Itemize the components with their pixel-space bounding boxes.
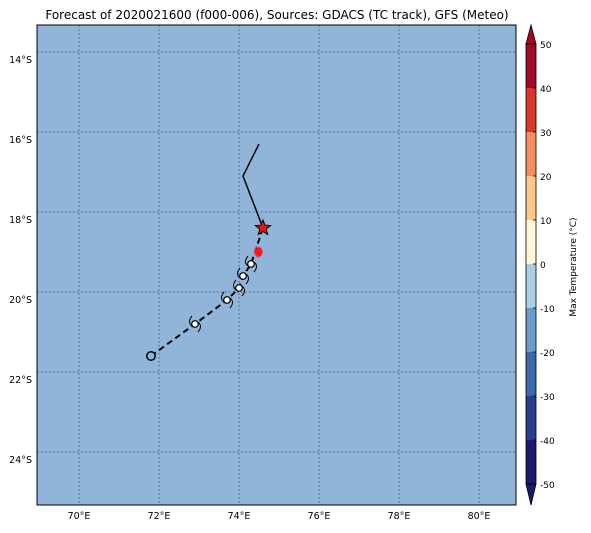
colorbar-tick-label: -20 (540, 349, 555, 359)
storm-spiral-arm (197, 321, 201, 333)
current-position-star (254, 218, 272, 236)
lon-tick-label: 78°E (388, 511, 411, 522)
graticule (37, 25, 516, 505)
colorbar-band (526, 132, 536, 176)
colorbar-tick-label: -10 (540, 305, 555, 315)
colorbar-min-extend-arrow (525, 483, 537, 506)
colorbar-label: Max Temperature (°C) (569, 217, 579, 316)
colorbar-band (526, 440, 536, 484)
colorbar-band (526, 220, 536, 264)
storm-marker (235, 284, 243, 292)
storm-spiral-arm (237, 267, 241, 279)
colorbar-band (526, 308, 536, 352)
storm-marker (239, 272, 247, 280)
colorbar-tick-label: 20 (540, 173, 552, 183)
storm-marker (247, 260, 255, 268)
colorbar-tick-label: -50 (540, 481, 555, 491)
storm-spiral-arm (241, 285, 245, 297)
map-panel (36, 24, 517, 506)
colorbar-tick-label: 0 (540, 261, 546, 271)
lat-tick-label: 14°S (9, 55, 32, 66)
colorbar-band (526, 396, 536, 440)
colorbar-band (526, 176, 536, 220)
storm-spiral-arm (245, 273, 249, 285)
colorbar-tick-label: -30 (540, 393, 555, 403)
ocean-area (37, 25, 516, 505)
colorbar-tick-label: 10 (540, 217, 552, 227)
forecast-track-line (242, 143, 264, 229)
colorbar-tick-label: 30 (540, 129, 552, 139)
lon-tick-label: 74°E (228, 511, 251, 522)
lon-tick-label: 80°E (468, 511, 491, 522)
colorbar-tick-label: 40 (540, 85, 552, 95)
colorbar-ticks (533, 43, 536, 485)
figure-title: Forecast of 2020021600 (f000-006), Sourc… (45, 8, 508, 22)
storm-marker (191, 320, 199, 328)
colorbar-band (526, 352, 536, 396)
colorbar-bands (526, 44, 536, 484)
track-start-marker (146, 351, 156, 361)
colorbar-band (526, 88, 536, 132)
lon-axis: 70°E 72°E 74°E 76°E 78°E 80°E (68, 511, 491, 522)
lon-tick-label: 72°E (148, 511, 171, 522)
hot-spot-arc (254, 245, 259, 259)
storm-spiral-arm (245, 255, 249, 267)
lat-tick-label: 18°S (9, 215, 32, 226)
storm-spiral-arm (233, 279, 237, 291)
storm-spiral-arm (229, 297, 233, 309)
lat-tick-label: 22°S (9, 375, 32, 386)
storm-spiral-arm (221, 291, 225, 303)
map-frame (36, 24, 517, 506)
tc-track (146, 143, 272, 361)
lat-tick-label: 24°S (9, 455, 32, 466)
colorbar-tick-label: -40 (540, 437, 555, 447)
lat-tick-label: 20°S (9, 295, 32, 306)
colorbar-tick-label: 50 (540, 41, 552, 51)
colorbar: 50 40 30 20 10 0 -10 -20 -30 -40 -50 Max… (525, 23, 579, 506)
lon-tick-label: 70°E (68, 511, 91, 522)
lat-tick-label: 16°S (9, 135, 32, 146)
storm-spiral-arm (189, 315, 193, 327)
lon-tick-label: 76°E (308, 511, 331, 522)
colorbar-band (526, 264, 536, 308)
storm-marker (223, 296, 231, 304)
storm-spiral-arm (253, 261, 257, 273)
hot-spot (255, 247, 263, 257)
colorbar-max-extend-arrow (525, 23, 537, 45)
colorbar-band (526, 44, 536, 88)
lat-axis: 14°S 16°S 18°S 20°S 22°S 24°S (9, 55, 32, 466)
